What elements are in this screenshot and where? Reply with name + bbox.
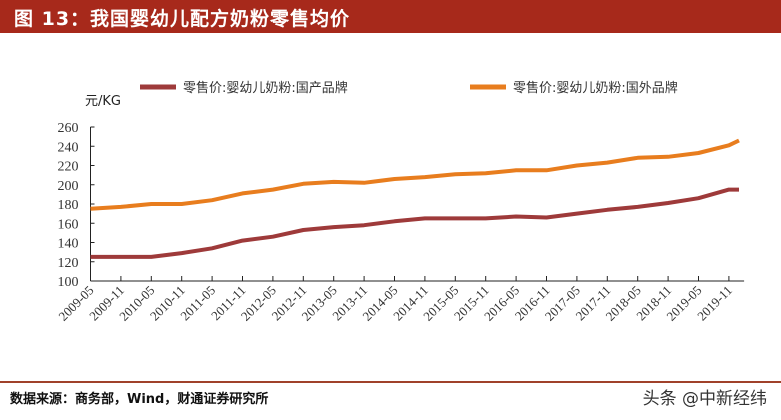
footer-divider — [0, 381, 781, 383]
title-bar: 图 13：我国婴幼儿配方奶粉零售均价 — [0, 0, 781, 33]
y-tick-label: 140 — [58, 237, 79, 252]
series-line-domestic — [90, 187, 739, 259]
y-tick-label: 120 — [58, 256, 79, 271]
y-tick-label: 160 — [58, 217, 79, 232]
legend-label-domestic: 零售价:婴幼儿奶粉:国产品牌 — [183, 80, 348, 96]
series-line-imported — [90, 138, 740, 211]
y-tick-label: 260 — [58, 121, 79, 136]
legend-label-imported: 零售价:婴幼儿奶粉:国外品牌 — [513, 80, 678, 96]
y-tick-label: 220 — [58, 160, 79, 175]
y-axis-unit: 元/KG — [85, 94, 121, 109]
y-tick-label: 100 — [58, 275, 79, 290]
figure-title: 图 13：我国婴幼儿配方奶粉零售均价 — [14, 8, 351, 30]
y-tick-label: 200 — [58, 179, 79, 194]
x-tick-label: 2019-11 — [694, 283, 735, 324]
watermark: 头条 @中新经纬 — [642, 389, 767, 409]
y-tick-label: 180 — [58, 198, 79, 213]
legend: 零售价:婴幼儿奶粉:国产品牌 零售价:婴幼儿奶粉:国外品牌 — [140, 80, 678, 96]
data-source: 数据来源：商务部，Wind，财通证券研究所 — [10, 392, 269, 407]
y-tick-label: 240 — [58, 140, 79, 155]
